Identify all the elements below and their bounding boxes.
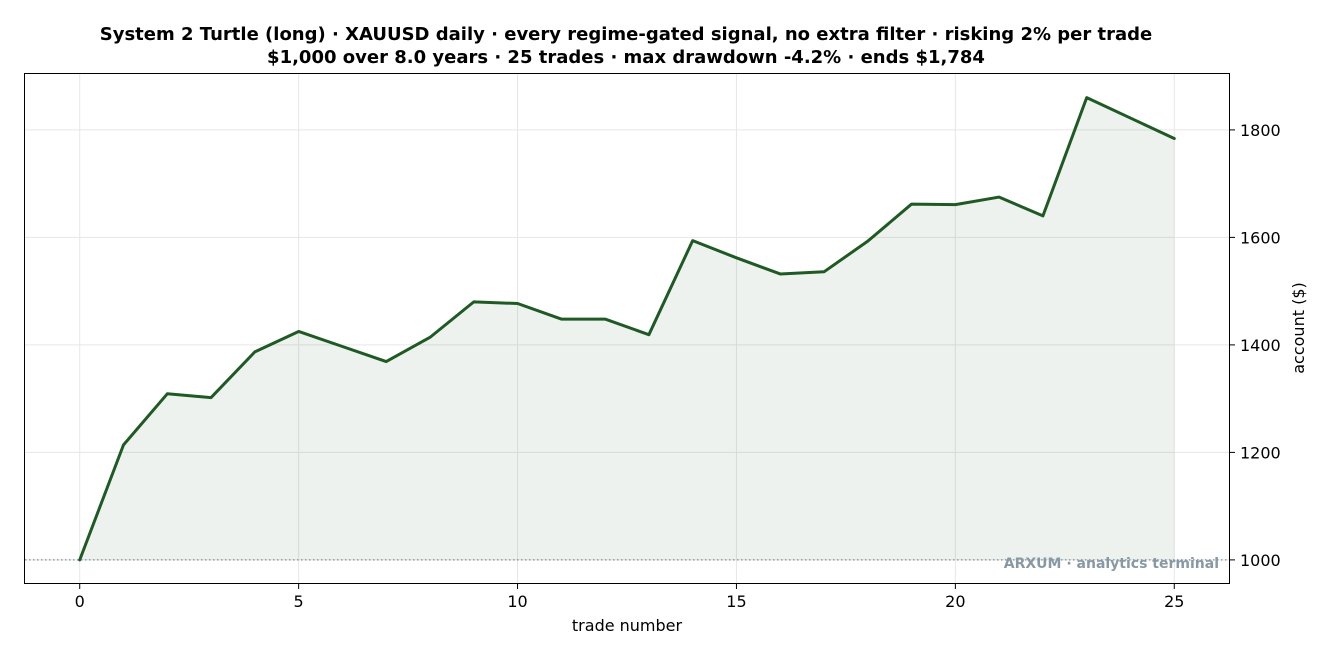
x-tick-label: 15 [726,592,746,611]
y-tick-label: 1000 [1240,551,1281,570]
x-tick-label: 25 [1164,592,1184,611]
equity-points [79,97,1175,560]
y-axis-label: account ($) [1289,282,1308,374]
x-axis-label: trade number [572,616,683,635]
x-axis-ticks: 0 5 10 15 20 25 [75,583,1184,611]
chart-subtitle: $1,000 over 8.0 years · 25 trades · max … [267,47,985,68]
x-tick-label: 0 [75,592,85,611]
y-tick-label: 1400 [1240,336,1281,355]
y-tick-label: 1200 [1240,443,1281,462]
x-tick-label: 10 [507,592,527,611]
x-tick-label: 5 [294,592,304,611]
chart-title: System 2 Turtle (long) · XAUUSD daily · … [100,24,1152,45]
equity-area-fill [79,97,1175,560]
x-tick-label: 20 [945,592,965,611]
y-axis-ticks: 1000 1200 1400 1600 1800 [1229,121,1281,570]
y-tick-label: 1600 [1240,228,1281,247]
plot-frame [24,73,1230,584]
gridlines [25,74,1229,583]
watermark-text: ARXUM · analytics terminal [1004,556,1219,572]
y-tick-label: 1800 [1240,121,1281,140]
equity-line [78,96,1176,562]
